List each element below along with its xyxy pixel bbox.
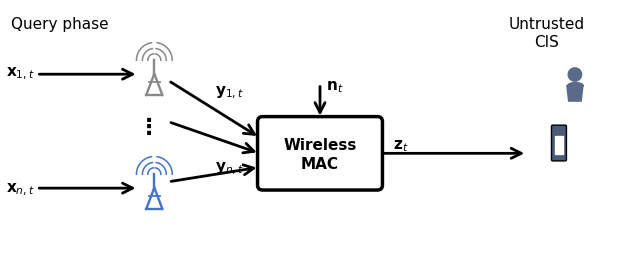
Text: Query phase: Query phase — [11, 17, 109, 32]
Text: $\mathbf{x}_{n,t}$: $\mathbf{x}_{n,t}$ — [6, 181, 35, 198]
Text: $\mathbf{y}_{1,t}$: $\mathbf{y}_{1,t}$ — [215, 85, 244, 101]
Text: $\mathbf{y}_{n,t}$: $\mathbf{y}_{n,t}$ — [215, 161, 244, 177]
Text: ⋮: ⋮ — [138, 118, 161, 138]
Text: Wireless: Wireless — [284, 138, 356, 153]
FancyBboxPatch shape — [552, 125, 566, 161]
Text: $\mathbf{z}_{t}$: $\mathbf{z}_{t}$ — [394, 138, 409, 154]
FancyBboxPatch shape — [257, 116, 383, 190]
Circle shape — [568, 68, 582, 81]
Text: $\mathbf{x}_{1,t}$: $\mathbf{x}_{1,t}$ — [6, 66, 35, 82]
Text: $\mathbf{n}_{t}$: $\mathbf{n}_{t}$ — [326, 79, 344, 95]
FancyBboxPatch shape — [555, 136, 563, 154]
Text: MAC: MAC — [301, 157, 339, 172]
Polygon shape — [567, 86, 583, 101]
Text: Untrusted
CIS: Untrusted CIS — [508, 17, 584, 50]
